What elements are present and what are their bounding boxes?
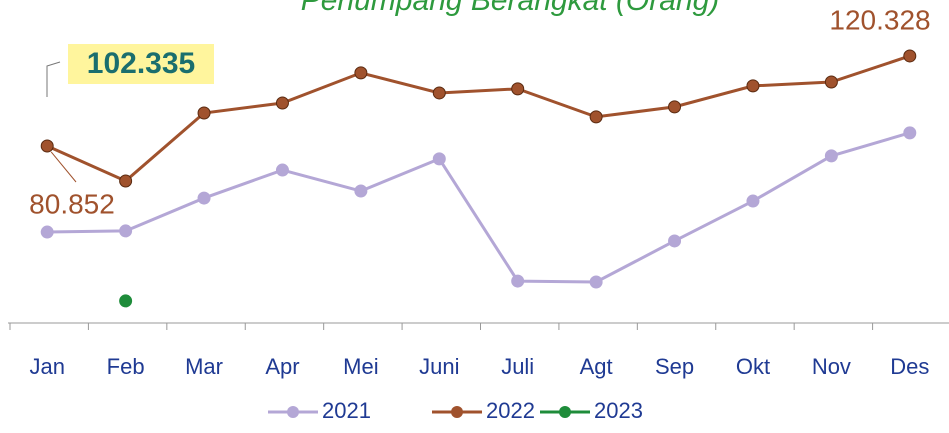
annotation-leader (46, 61, 61, 97)
x-tick-label: Juni (419, 354, 459, 379)
data-point (824, 149, 838, 163)
data-point (511, 274, 525, 288)
data-label: 120.328 (829, 4, 930, 35)
data-point (432, 86, 446, 100)
data-point (668, 234, 682, 248)
data-point (197, 191, 211, 205)
legend-marker (287, 406, 299, 418)
data-point (432, 152, 446, 166)
x-tick-label: Jan (29, 354, 64, 379)
data-label: 80.852 (29, 188, 115, 219)
x-tick-label: Feb (107, 354, 145, 379)
legend-label: 2021 (322, 398, 371, 423)
chart-title: Penumpang Berangkat (Orang) (301, 0, 720, 17)
x-tick-label: Des (890, 354, 929, 379)
data-point (589, 275, 603, 289)
data-point (275, 96, 289, 110)
data-point (746, 79, 760, 93)
data-point (903, 49, 917, 63)
data-point (903, 126, 917, 140)
x-tick-label: Apr (265, 354, 299, 379)
data-point (119, 294, 133, 308)
data-point (824, 75, 838, 89)
x-tick-label: Sep (655, 354, 694, 379)
data-point (119, 174, 133, 188)
data-point (589, 110, 603, 124)
x-tick-label: Nov (812, 354, 851, 379)
x-tick-label: Okt (736, 354, 770, 379)
annotation: 102.335 (87, 47, 195, 80)
data-point (354, 66, 368, 80)
data-point (40, 225, 54, 239)
x-tick-label: Agt (580, 354, 613, 379)
data-point (197, 106, 211, 120)
legend-label: 2022 (486, 398, 535, 423)
legend-marker (559, 406, 571, 418)
label-leader (50, 151, 77, 183)
x-tick-label: Mei (343, 354, 378, 379)
series-line (47, 131, 911, 284)
data-point (275, 163, 289, 177)
annotation-box (68, 44, 214, 84)
data-point (746, 194, 760, 208)
series-line (46, 54, 911, 183)
legend-marker (451, 406, 463, 418)
data-point (668, 100, 682, 114)
x-tick-label: Mar (185, 354, 223, 379)
data-point (511, 82, 525, 96)
data-point (40, 139, 54, 153)
legend-label: 2023 (594, 398, 643, 423)
x-tick-label: Juli (501, 354, 534, 379)
data-point (354, 184, 368, 198)
data-point (119, 224, 133, 238)
